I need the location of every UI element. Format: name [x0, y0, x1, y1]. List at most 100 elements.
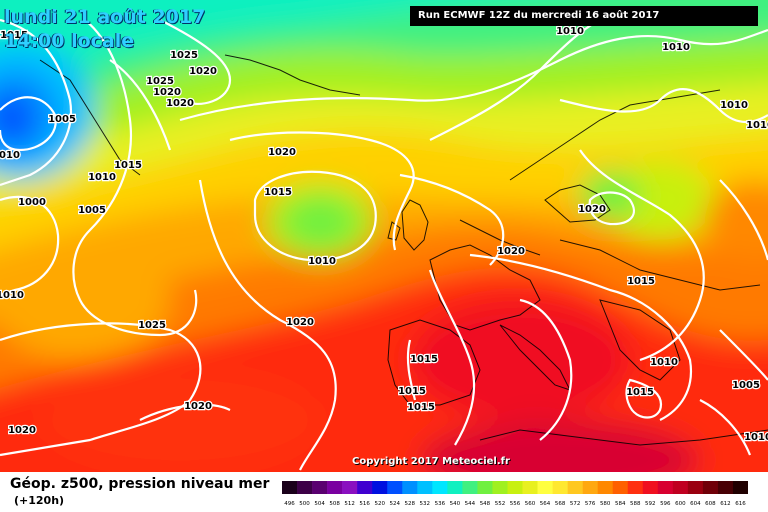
- isobar-label: 1015: [264, 187, 292, 198]
- scale-label: 504: [314, 501, 325, 507]
- isobar-label: 1020: [184, 401, 212, 412]
- isobar-label: 1020: [166, 98, 194, 109]
- scale-swatch: [672, 481, 689, 494]
- scale-swatch: [357, 481, 373, 494]
- scale-label: 616: [735, 501, 746, 507]
- isobar-label: 1025: [170, 50, 198, 61]
- scale-label: 544: [465, 501, 476, 507]
- scale-label: 584: [615, 501, 626, 507]
- scale-swatch: [582, 481, 598, 494]
- legend-title: Géop. z500, pression niveau mer: [10, 476, 270, 492]
- scale-swatch: [462, 481, 478, 494]
- scale-swatch: [477, 481, 493, 494]
- isobar-label: 1010: [662, 42, 690, 53]
- scale-label: 556: [510, 501, 521, 507]
- scale-swatch: [717, 481, 734, 494]
- scale-label: 552: [495, 501, 506, 507]
- isobar-labels: 1015102510201025102010201005101010151010…: [0, 25, 768, 445]
- scale-swatch: [507, 481, 523, 494]
- scale-swatch: [447, 481, 463, 494]
- scale-label: 524: [389, 501, 400, 507]
- scale-label: 548: [480, 501, 491, 507]
- copyright-text: Copyright 2017 Meteociel.fr: [352, 456, 510, 467]
- scale-swatch: [432, 481, 448, 494]
- legend-subtitle: (+120h): [14, 494, 65, 507]
- scale-label: 528: [405, 501, 416, 507]
- scale-label: 608: [705, 501, 716, 507]
- scale-label: 540: [450, 501, 461, 507]
- isobar-label: 1020: [286, 317, 314, 328]
- scale-label: 600: [675, 501, 686, 507]
- isobar-label: 1010: [0, 150, 20, 161]
- scale-label: 588: [630, 501, 641, 507]
- scale-label: 612: [720, 501, 731, 507]
- scale-swatch: [522, 481, 538, 494]
- scale-swatch: [492, 481, 508, 494]
- scale-swatch: [297, 481, 313, 494]
- scale-label: 560: [525, 501, 536, 507]
- scale-swatch: [312, 481, 328, 494]
- scale-label: 520: [374, 501, 385, 507]
- isobar-label: 1020: [8, 425, 36, 436]
- scale-label: 564: [540, 501, 551, 507]
- isobar-label: 1020: [268, 147, 296, 158]
- scale-label: 604: [690, 501, 701, 507]
- isobar-label: 1020: [578, 204, 606, 215]
- scale-label: 572: [570, 501, 581, 507]
- isobar-label: 1015: [407, 402, 435, 413]
- scale-swatch: [657, 481, 674, 494]
- scale-swatch: [732, 481, 748, 494]
- isobar-label: 1005: [732, 380, 760, 391]
- isobar-label: 1000: [18, 197, 46, 208]
- scale-label: 596: [660, 501, 671, 507]
- scale-swatch: [642, 481, 659, 494]
- scale-label: 532: [420, 501, 431, 507]
- isobar-label: 1010: [0, 290, 24, 301]
- isobar-label: 1020: [153, 87, 181, 98]
- scale-label: 576: [585, 501, 596, 507]
- isobar-label: 1020: [189, 66, 217, 77]
- isobar-label: 1015: [114, 160, 142, 171]
- scale-swatch: [552, 481, 568, 494]
- isobar-label: 1010: [556, 26, 584, 37]
- isobar-label: 1010: [720, 100, 748, 111]
- scale-swatch: [567, 481, 583, 494]
- isobar-label: 1015: [0, 30, 28, 41]
- scale-label: 516: [359, 501, 370, 507]
- isobar-label: 1005: [78, 205, 106, 216]
- scale-label: 580: [600, 501, 611, 507]
- isobar-label: 1010: [88, 172, 116, 183]
- color-scale: [282, 481, 748, 494]
- color-scale-labels: 496 500 504 508 512 516 520 524 528 532 536 540 544 5…: [284, 501, 746, 507]
- scale-label: 496: [284, 501, 295, 507]
- scale-swatch: [342, 481, 358, 494]
- scale-swatch: [597, 481, 614, 494]
- forecast-time: 14:00 locale: [4, 30, 135, 52]
- scale-swatch: [702, 481, 719, 494]
- isobar-label: 1010: [650, 357, 678, 368]
- scale-swatch: [627, 481, 644, 494]
- isobar-label: 1010: [0, 150, 20, 161]
- scale-label: 508: [329, 501, 340, 507]
- isobar-label: 1025: [146, 76, 174, 87]
- isobar-label: 1005: [48, 114, 76, 125]
- isobars: [0, 18, 768, 471]
- run-info: Run ECMWF 12Z du mercredi 16 août 2017: [410, 6, 758, 26]
- isobar-label: 1015: [410, 354, 438, 365]
- forecast-date: lundi 21 août 2017: [4, 6, 206, 28]
- isobar-label: 1020: [497, 246, 525, 257]
- weather-map: 1015102510201025102010201005101010151010…: [0, 0, 768, 472]
- isobar-label: 1015: [398, 386, 426, 397]
- scale-swatch: [387, 481, 403, 494]
- isobar-label: 1010: [746, 120, 768, 131]
- scale-swatch: [417, 481, 433, 494]
- scale-label: 512: [344, 501, 355, 507]
- scale-swatch: [282, 481, 298, 494]
- isobar-label: 1010: [744, 432, 768, 443]
- scale-swatch: [687, 481, 704, 494]
- scale-swatch: [537, 481, 553, 494]
- isobar-label: 1015: [626, 387, 654, 398]
- scale-label: 568: [555, 501, 566, 507]
- isobar-label: 1025: [138, 320, 166, 331]
- isobar-label: 1015: [627, 276, 655, 287]
